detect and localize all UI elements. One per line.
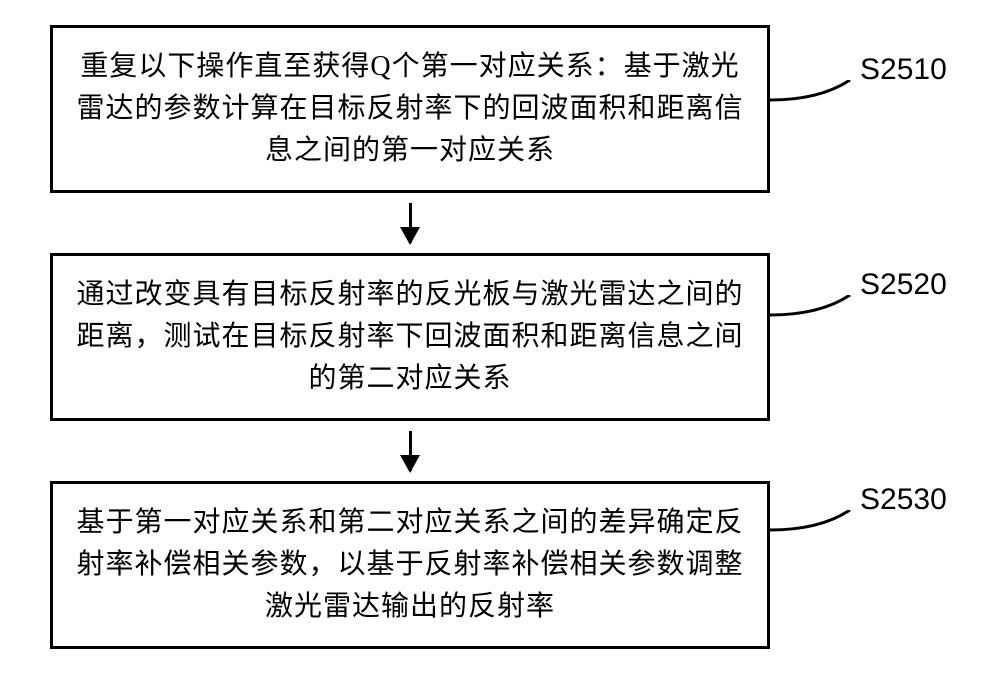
flow-step-3: 基于第一对应关系和第二对应关系之间的差异确定反射率补偿相关参数，以基于反射率补偿…	[50, 481, 770, 649]
connector-3	[770, 510, 870, 550]
flowchart-container: 重复以下操作直至获得Q个第一对应关系：基于激光雷达的参数计算在目标反射率下的回波…	[50, 25, 950, 649]
arrow-2	[409, 431, 412, 471]
arrow-2-container	[50, 421, 770, 481]
arrow-1-container	[50, 193, 770, 253]
flow-step-3-text: 基于第一对应关系和第二对应关系之间的差异确定反射率补偿相关参数，以基于反射率补偿…	[73, 502, 747, 628]
connector-1	[770, 80, 870, 120]
connector-2	[770, 295, 870, 335]
label-s2530: S2530	[860, 483, 947, 517]
label-s2510: S2510	[860, 53, 947, 87]
label-s2520: S2520	[860, 268, 947, 302]
flow-step-2: 通过改变具有目标反射率的反光板与激光雷达之间的距离，测试在目标反射率下回波面积和…	[50, 253, 770, 421]
flow-step-2-text: 通过改变具有目标反射率的反光板与激光雷达之间的距离，测试在目标反射率下回波面积和…	[73, 274, 747, 400]
arrow-1	[409, 203, 412, 243]
flow-step-1: 重复以下操作直至获得Q个第一对应关系：基于激光雷达的参数计算在目标反射率下的回波…	[50, 25, 770, 193]
flow-step-1-text: 重复以下操作直至获得Q个第一对应关系：基于激光雷达的参数计算在目标反射率下的回波…	[73, 46, 747, 172]
